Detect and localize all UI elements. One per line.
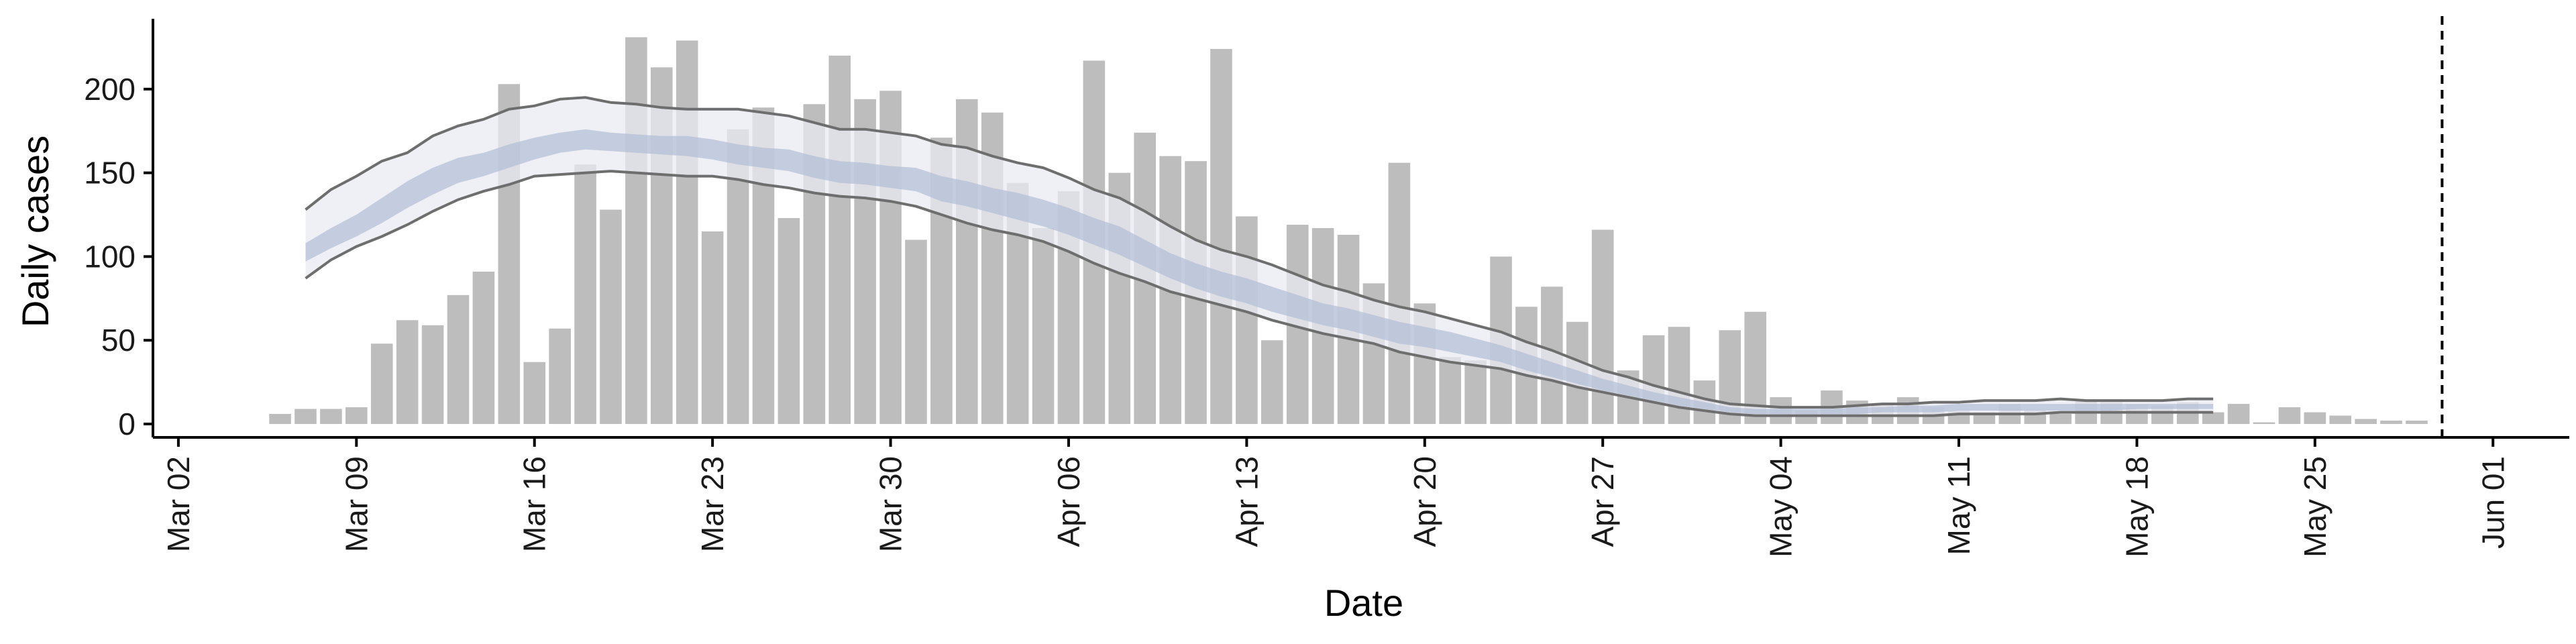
bar <box>2355 419 2377 425</box>
bar <box>1388 162 1411 425</box>
bar <box>421 325 444 425</box>
outer-interval-band <box>305 97 2214 416</box>
x-tick-label: Mar 09 <box>339 456 374 552</box>
bar <box>370 343 393 425</box>
lower-bound-line <box>305 170 2214 417</box>
bar <box>396 320 419 425</box>
x-tick-label: Mar 16 <box>517 456 552 552</box>
y-tick-label: 100 <box>84 239 136 274</box>
bar <box>294 409 317 425</box>
bar <box>549 328 571 425</box>
bar <box>2278 407 2301 425</box>
bar <box>1642 335 1665 425</box>
bar <box>676 40 698 425</box>
bar <box>828 55 851 425</box>
bar <box>2406 421 2428 425</box>
bar <box>320 409 342 425</box>
bar <box>1032 228 1055 425</box>
bar <box>777 218 800 425</box>
upper-bound-line <box>305 96 2214 409</box>
bar <box>2049 414 2072 425</box>
x-tick-label: Mar 30 <box>873 456 908 552</box>
x-tick-label: Apr 20 <box>1407 456 1442 547</box>
y-tick-label: 150 <box>84 156 136 191</box>
bar <box>600 209 622 425</box>
bar <box>574 164 596 425</box>
bar <box>1260 340 1283 425</box>
bar <box>1464 360 1487 425</box>
x-tick-label: Mar 23 <box>695 456 730 552</box>
y-tick-label: 200 <box>84 72 136 107</box>
x-tick-label: Apr 13 <box>1229 456 1264 547</box>
bar <box>1210 48 1232 425</box>
bar <box>1236 216 1258 425</box>
x-tick-label: May 25 <box>2298 456 2332 557</box>
bar <box>2227 404 2250 425</box>
forecast-bands-layer <box>305 97 2214 416</box>
inner-interval-band <box>305 129 2214 415</box>
bars-layer <box>269 37 2428 425</box>
y-tick-label: 50 <box>101 323 136 358</box>
bar <box>2380 421 2402 425</box>
x-tick-label: May 11 <box>1941 456 1976 555</box>
forecast-lines-layer <box>305 16 2444 437</box>
x-tick-label: May 18 <box>2119 456 2154 557</box>
bar <box>2329 415 2352 425</box>
x-axis-title: Date <box>1324 582 1403 624</box>
bar <box>625 37 647 425</box>
axes-layer: 0 50 100 150 200 Mar 02 Mar 09 Mar 16 Mar 23 Mar … <box>84 19 2569 557</box>
bar <box>345 407 368 425</box>
x-tick-label: May 04 <box>1764 456 1799 557</box>
x-tick-label: Jun 01 <box>2475 456 2510 549</box>
bar <box>2253 422 2275 425</box>
bar <box>269 414 291 425</box>
bar <box>701 231 724 425</box>
y-tick-label: 0 <box>118 407 136 441</box>
bar <box>1439 357 1462 425</box>
bar <box>905 239 927 425</box>
bar <box>2304 412 2326 425</box>
bar <box>447 294 470 425</box>
x-tick-label: Mar 02 <box>161 456 196 552</box>
x-tick-label: Apr 27 <box>1585 456 1620 547</box>
x-tick-label: Apr 06 <box>1051 456 1086 547</box>
bar <box>523 362 546 425</box>
bar <box>2202 412 2224 425</box>
y-axis-title: Daily cases <box>14 136 56 327</box>
bar <box>472 271 495 425</box>
